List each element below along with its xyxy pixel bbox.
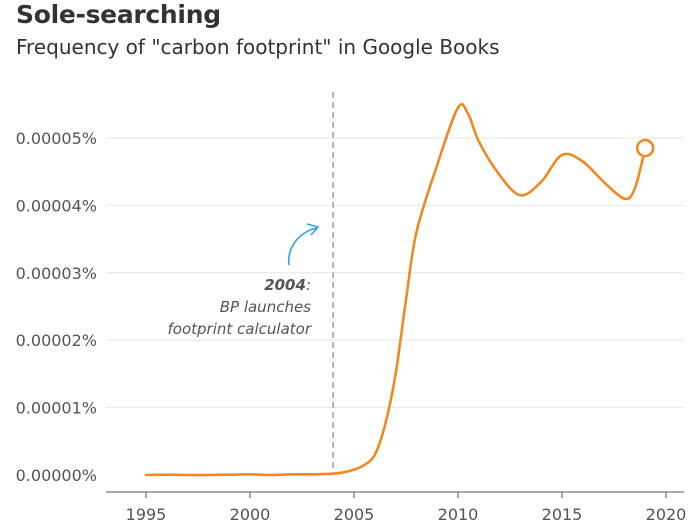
y-tick-label: 0.00004% <box>16 196 97 215</box>
annotation-line-1: BP launches <box>220 298 311 316</box>
x-tick-label: 2020 <box>646 505 687 524</box>
x-tick-label: 1995 <box>126 505 167 524</box>
annotation-line-2: footprint calculator <box>168 320 312 338</box>
x-tick-label: 2000 <box>230 505 271 524</box>
x-axis: 1995 2000 2005 2010 2015 2020 <box>106 491 687 524</box>
annotation-arrowhead-icon <box>306 223 320 236</box>
chart-subtitle: Frequency of "carbon footprint" in Googl… <box>16 35 500 59</box>
annotation-2004: 2004: BP launches footprint calculator <box>168 223 320 338</box>
y-axis-ticks: 0.00000% 0.00001% 0.00002% 0.00003% 0.00004%… <box>16 129 97 485</box>
x-tick-label: 2005 <box>334 505 375 524</box>
y-tick-label: 0.00002% <box>16 331 97 350</box>
x-tick-label: 2015 <box>542 505 583 524</box>
y-tick-label: 0.00001% <box>16 399 97 418</box>
x-tick-label: 2010 <box>438 505 479 524</box>
series-end-marker <box>635 138 655 158</box>
grid-lines <box>106 137 684 409</box>
series-line-carbon-footprint <box>144 103 647 477</box>
chart-title: Sole-searching <box>16 0 221 29</box>
y-tick-label: 0.00000% <box>16 466 97 485</box>
annotation-year: 2004: <box>264 276 311 294</box>
y-tick-label: 0.00003% <box>16 264 97 283</box>
annotation-arrow-icon <box>288 227 317 266</box>
y-tick-label: 0.00005% <box>16 129 97 148</box>
